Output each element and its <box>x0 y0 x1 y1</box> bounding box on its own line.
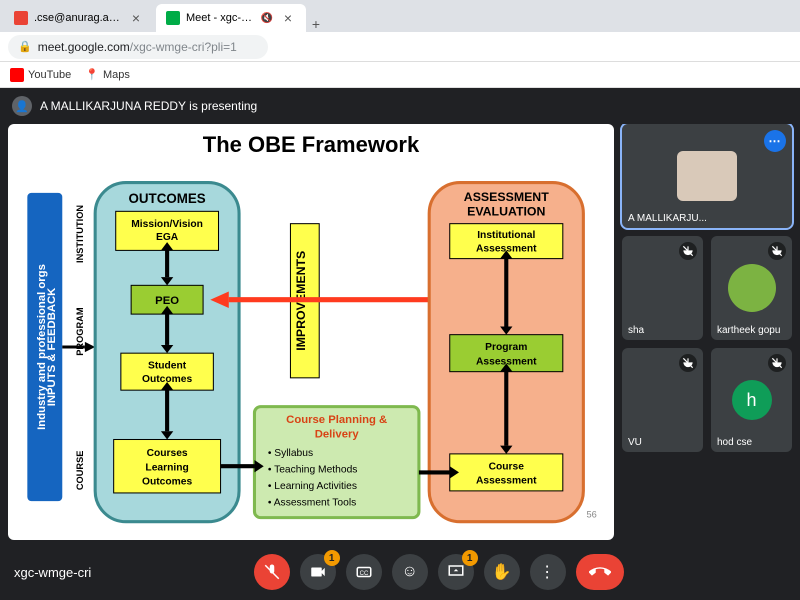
presenting-banner: 👤 A MALLIKARJUNA REDDY is presenting <box>0 88 800 124</box>
present-button[interactable]: 1 <box>438 554 474 590</box>
svg-text:Program: Program <box>485 342 527 353</box>
presenter-avatar-icon: 👤 <box>12 96 32 116</box>
tab-title: .cse@anurag.ac.in - A... <box>34 12 122 24</box>
camera-icon <box>309 563 327 581</box>
participant-name: A MALLIKARJU... <box>628 213 786 224</box>
close-icon[interactable]: × <box>280 10 296 26</box>
reactions-button[interactable]: ☺ <box>392 554 428 590</box>
svg-text:EGA: EGA <box>156 232 179 243</box>
svg-text:Course Planning &: Course Planning & <box>286 414 387 426</box>
svg-text:PROGRAM: PROGRAM <box>75 307 85 356</box>
avatar <box>677 151 737 201</box>
mic-button[interactable] <box>254 554 290 590</box>
participant-tile[interactable]: sha <box>622 236 703 340</box>
browser-tab[interactable]: Meet - xgc-wmge-cri 🔇 × <box>156 4 306 32</box>
svg-text:• Assessment Tools: • Assessment Tools <box>268 497 356 508</box>
address-bar: 🔒 meet.google.com/xgc-wmge-cri?pli=1 <box>0 32 800 62</box>
mic-muted-icon <box>768 354 786 372</box>
svg-text:Outcomes: Outcomes <box>142 477 192 488</box>
lock-icon: 🔒 <box>18 40 32 53</box>
participant-tile[interactable]: kartheek gopu <box>711 236 792 340</box>
hangup-button[interactable] <box>576 554 624 590</box>
emoji-icon: ☺ <box>401 563 417 581</box>
mic-off-icon <box>263 563 281 581</box>
participant-name: hod cse <box>717 437 786 448</box>
tile-menu-icon[interactable]: ⋯ <box>764 130 786 152</box>
svg-text:Assessment: Assessment <box>476 476 537 487</box>
slide: The OBE Framework Industry and professio… <box>8 124 614 540</box>
more-icon: ⋮ <box>539 562 556 582</box>
bookmark-label: Maps <box>103 69 130 81</box>
tab-title: Meet - xgc-wmge-cri <box>186 12 254 24</box>
participant-tile[interactable]: h hod cse <box>711 348 792 452</box>
raise-hand-button[interactable]: ✋ <box>484 554 520 590</box>
browser-tab-strip: .cse@anurag.ac.in - A... × Meet - xgc-wm… <box>0 0 800 32</box>
badge: 1 <box>462 550 478 566</box>
participant-name: kartheek gopu <box>717 325 786 336</box>
tab-favicon <box>14 11 28 25</box>
url-text: meet.google.com/xgc-wmge-cri?pli=1 <box>38 40 237 54</box>
meet-controls: xgc-wmge-cri 1 CC ☺ 1 ✋ ⋮ <box>0 544 800 600</box>
participant-tile[interactable]: VU <box>622 348 703 452</box>
svg-text:• Teaching Methods: • Teaching Methods <box>268 464 358 475</box>
svg-text:INSTITUTION: INSTITUTION <box>75 205 85 263</box>
more-button[interactable]: ⋮ <box>530 554 566 590</box>
svg-text:Student: Student <box>148 361 187 372</box>
avatar <box>728 264 776 312</box>
maps-icon: 📍 <box>85 68 99 81</box>
bookmark-label: YouTube <box>28 69 71 81</box>
svg-text:EVALUATION: EVALUATION <box>467 204 545 218</box>
browser-tab[interactable]: .cse@anurag.ac.in - A... × <box>4 4 154 32</box>
svg-text:56: 56 <box>586 510 596 520</box>
presentation-area[interactable]: The OBE Framework Industry and professio… <box>8 124 614 540</box>
meet-app: 👤 A MALLIKARJUNA REDDY is presenting The… <box>0 88 800 600</box>
svg-text:Mission/Vision: Mission/Vision <box>131 219 203 230</box>
present-icon <box>447 563 465 581</box>
svg-text:CC: CC <box>359 571 368 577</box>
phone-icon <box>589 561 611 583</box>
svg-text:Course: Course <box>489 461 525 472</box>
bookmark-youtube[interactable]: YouTube <box>10 68 71 82</box>
participant-name: sha <box>628 325 697 336</box>
mic-muted-icon <box>679 354 697 372</box>
participant-tile[interactable]: ⋯ A MALLIKARJU... <box>622 124 792 228</box>
svg-text:INPUTS & FEEDBACK: INPUTS & FEEDBACK <box>46 287 58 406</box>
close-icon[interactable]: × <box>128 10 144 26</box>
mic-muted-icon <box>679 242 697 260</box>
new-tab-button[interactable]: + <box>308 16 324 32</box>
audio-icon[interactable]: 🔇 <box>260 11 274 25</box>
url-field[interactable]: 🔒 meet.google.com/xgc-wmge-cri?pli=1 <box>8 35 268 59</box>
meet-body: The OBE Framework Industry and professio… <box>0 124 800 544</box>
badge: 1 <box>324 550 340 566</box>
bookmarks-bar: YouTube 📍 Maps <box>0 62 800 88</box>
svg-text:PEO: PEO <box>155 295 179 307</box>
svg-text:OUTCOMES: OUTCOMES <box>129 191 206 206</box>
participants-grid: ⋯ A MALLIKARJU... sha kartheek gopu VU h <box>622 124 792 540</box>
svg-text:Learning: Learning <box>145 462 188 473</box>
meeting-id: xgc-wmge-cri <box>14 565 91 580</box>
presenter-text: A MALLIKARJUNA REDDY is presenting <box>40 99 257 113</box>
svg-text:COURSE: COURSE <box>75 451 85 491</box>
cc-icon: CC <box>355 563 373 581</box>
slide-title: The OBE Framework <box>20 132 602 158</box>
svg-text:• Learning Activities: • Learning Activities <box>268 481 357 492</box>
bookmark-maps[interactable]: 📍 Maps <box>85 68 130 81</box>
svg-text:Delivery: Delivery <box>315 428 360 440</box>
avatar: h <box>732 380 772 420</box>
youtube-icon <box>10 68 24 82</box>
svg-text:Institutional: Institutional <box>477 230 535 241</box>
slide-diagram: Industry and professional orgs INPUTS & … <box>20 162 602 532</box>
participant-name: VU <box>628 437 697 448</box>
svg-text:• Syllabus: • Syllabus <box>268 448 313 459</box>
mic-muted-icon <box>768 242 786 260</box>
camera-button[interactable]: 1 <box>300 554 336 590</box>
tab-favicon <box>166 11 180 25</box>
hand-icon: ✋ <box>492 562 512 582</box>
cc-button[interactable]: CC <box>346 554 382 590</box>
svg-text:Courses: Courses <box>147 448 188 459</box>
svg-text:ASSESSMENT: ASSESSMENT <box>464 190 549 204</box>
